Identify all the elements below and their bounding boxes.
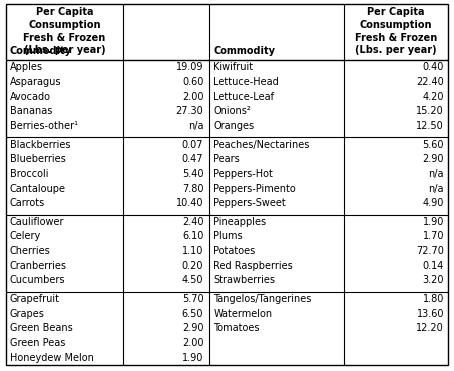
Text: Cherries: Cherries (10, 246, 51, 256)
Text: 2.00: 2.00 (182, 92, 203, 102)
Text: 1.90: 1.90 (423, 217, 444, 227)
Text: Cranberries: Cranberries (10, 261, 67, 271)
Text: 1.70: 1.70 (423, 232, 444, 242)
Text: 12.20: 12.20 (416, 324, 444, 334)
Text: Broccoli: Broccoli (10, 169, 49, 179)
Text: 72.70: 72.70 (416, 246, 444, 256)
Text: Strawberries: Strawberries (213, 275, 275, 285)
Text: Berries-other¹: Berries-other¹ (10, 121, 78, 131)
Text: Asparagus: Asparagus (10, 77, 61, 87)
Text: Per Capita
Consumption
Fresh & Frozen
(Lbs. per year): Per Capita Consumption Fresh & Frozen (L… (355, 7, 437, 55)
Text: Oranges: Oranges (213, 121, 254, 131)
Text: Pears: Pears (213, 154, 240, 164)
Text: 2.00: 2.00 (182, 338, 203, 348)
Text: Avocado: Avocado (10, 92, 51, 102)
Text: 0.20: 0.20 (182, 261, 203, 271)
Text: 4.20: 4.20 (423, 92, 444, 102)
Text: 5.40: 5.40 (182, 169, 203, 179)
Text: Honeydew Melon: Honeydew Melon (10, 353, 94, 363)
Text: Green Beans: Green Beans (10, 324, 73, 334)
Text: 1.90: 1.90 (182, 353, 203, 363)
Text: Celery: Celery (10, 232, 41, 242)
Text: 0.47: 0.47 (182, 154, 203, 164)
Text: 3.20: 3.20 (423, 275, 444, 285)
Text: Commodity: Commodity (10, 46, 72, 56)
Text: Kiwifruit: Kiwifruit (213, 62, 253, 72)
Text: Blueberries: Blueberries (10, 154, 66, 164)
Text: 12.50: 12.50 (416, 121, 444, 131)
Text: Green Peas: Green Peas (10, 338, 65, 348)
Text: Lettuce-Head: Lettuce-Head (213, 77, 279, 87)
Text: 7.80: 7.80 (182, 184, 203, 194)
Text: 27.30: 27.30 (176, 106, 203, 116)
Text: Watermelon: Watermelon (213, 309, 272, 319)
Text: Commodity: Commodity (213, 46, 275, 56)
Text: 6.50: 6.50 (182, 309, 203, 319)
Text: Per Capita
Consumption
Fresh & Frozen
(Lbs. per year): Per Capita Consumption Fresh & Frozen (L… (24, 7, 106, 55)
Text: n/a: n/a (429, 169, 444, 179)
Text: Carrots: Carrots (10, 198, 45, 208)
Text: Tangelos/Tangerines: Tangelos/Tangerines (213, 294, 312, 304)
Text: 2.40: 2.40 (182, 217, 203, 227)
Text: 2.90: 2.90 (182, 324, 203, 334)
Text: Peaches/Nectarines: Peaches/Nectarines (213, 139, 310, 150)
Text: Onions²: Onions² (213, 106, 251, 116)
Text: 1.10: 1.10 (182, 246, 203, 256)
Text: 5.60: 5.60 (423, 139, 444, 150)
Text: Pineapples: Pineapples (213, 217, 266, 227)
Text: Cauliflower: Cauliflower (10, 217, 64, 227)
Text: Apples: Apples (10, 62, 43, 72)
Text: 0.07: 0.07 (182, 139, 203, 150)
Text: 0.60: 0.60 (182, 77, 203, 87)
Text: 5.70: 5.70 (182, 294, 203, 304)
Text: Tomatoes: Tomatoes (213, 324, 260, 334)
Text: Cantaloupe: Cantaloupe (10, 184, 66, 194)
Text: Plums: Plums (213, 232, 243, 242)
Text: Peppers-Hot: Peppers-Hot (213, 169, 273, 179)
Text: 2.90: 2.90 (423, 154, 444, 164)
Text: n/a: n/a (188, 121, 203, 131)
Text: 15.20: 15.20 (416, 106, 444, 116)
Text: Grapefruit: Grapefruit (10, 294, 60, 304)
Text: Bananas: Bananas (10, 106, 52, 116)
Text: 4.50: 4.50 (182, 275, 203, 285)
Text: n/a: n/a (429, 184, 444, 194)
Text: Grapes: Grapes (10, 309, 45, 319)
Text: Potatoes: Potatoes (213, 246, 256, 256)
Text: 22.40: 22.40 (416, 77, 444, 87)
Text: Cucumbers: Cucumbers (10, 275, 65, 285)
Text: Blackberries: Blackberries (10, 139, 70, 150)
Text: 13.60: 13.60 (416, 309, 444, 319)
Text: Lettuce-Leaf: Lettuce-Leaf (213, 92, 274, 102)
Text: 0.14: 0.14 (423, 261, 444, 271)
Text: 6.10: 6.10 (182, 232, 203, 242)
Text: 4.90: 4.90 (423, 198, 444, 208)
Text: 19.09: 19.09 (176, 62, 203, 72)
Text: Peppers-Sweet: Peppers-Sweet (213, 198, 286, 208)
Text: 1.80: 1.80 (423, 294, 444, 304)
Text: Peppers-Pimento: Peppers-Pimento (213, 184, 296, 194)
Text: 0.40: 0.40 (423, 62, 444, 72)
Text: Red Raspberries: Red Raspberries (213, 261, 293, 271)
Text: 10.40: 10.40 (176, 198, 203, 208)
